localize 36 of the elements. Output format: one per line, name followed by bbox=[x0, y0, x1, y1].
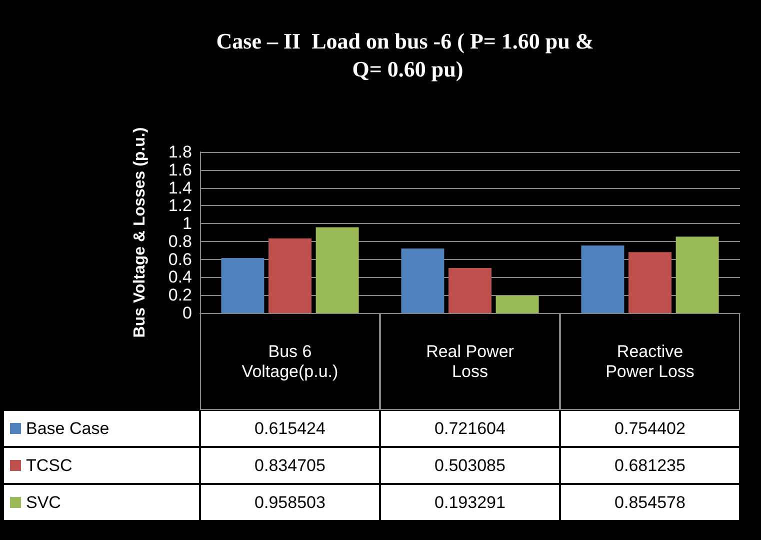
data-label: 0.958503 bbox=[200, 484, 380, 521]
y-tick-label: 1.6 bbox=[168, 160, 192, 180]
y-tick-label: 0.2 bbox=[168, 286, 192, 305]
x-tick-label: Reactive Power Loss bbox=[560, 313, 740, 410]
bar bbox=[581, 246, 624, 313]
bar bbox=[221, 258, 264, 313]
y-tick-label: 0.6 bbox=[168, 250, 192, 269]
data-label: 0.503085 bbox=[380, 447, 560, 484]
y-tick-label: 1.8 bbox=[168, 142, 192, 162]
bar bbox=[316, 227, 359, 313]
y-axis-title: Bus Voltage & Losses (p.u.) bbox=[132, 127, 148, 338]
legend-label: SVC bbox=[3, 484, 200, 521]
data-label: 0.854578 bbox=[560, 484, 740, 521]
legend-label: Base Case bbox=[3, 410, 200, 447]
data-label: 0.834705 bbox=[200, 447, 380, 484]
y-tick-label: 1 bbox=[182, 214, 192, 234]
data-label: 0.193291 bbox=[380, 484, 560, 521]
bar bbox=[401, 248, 444, 313]
legend-label: TCSC bbox=[3, 447, 200, 484]
data-label: 0.615424 bbox=[200, 410, 380, 447]
bar bbox=[628, 252, 672, 313]
y-tick-label: 1.2 bbox=[168, 196, 192, 216]
bar bbox=[268, 238, 312, 313]
chart-title: Case – II Load on bus -6 ( P= 1.60 pu & Q= 0.60 pu) bbox=[216, 28, 594, 82]
data-label: 0.681235 bbox=[560, 447, 740, 484]
x-tick-label: Bus 6 Voltage(p.u.) bbox=[200, 313, 380, 410]
data-label: 0.754402 bbox=[560, 410, 740, 447]
y-tick-label: 0.8 bbox=[168, 232, 192, 251]
bar bbox=[676, 236, 719, 313]
bar bbox=[496, 296, 539, 313]
bar bbox=[448, 268, 492, 313]
y-tick-label: 0.4 bbox=[168, 268, 192, 287]
x-tick-label: Real Power Loss bbox=[380, 313, 560, 410]
y-tick-label: 0 bbox=[182, 304, 192, 322]
data-label: 0.721604 bbox=[380, 410, 560, 447]
y-tick-label: 1.4 bbox=[168, 178, 192, 198]
